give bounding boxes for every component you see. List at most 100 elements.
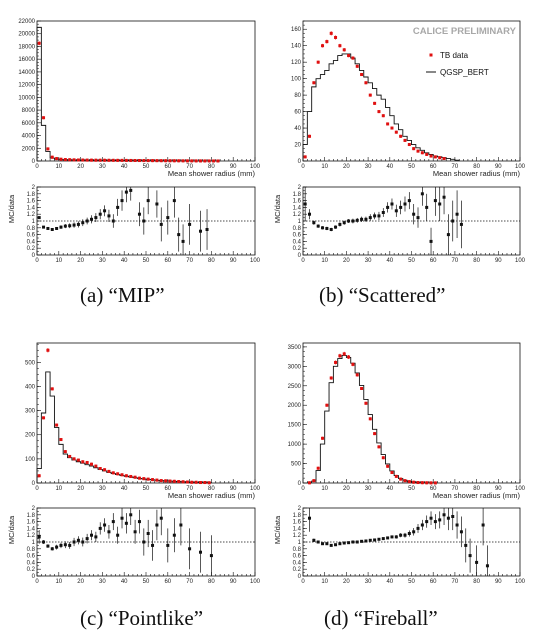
ratio-b-point — [412, 212, 416, 216]
ratio-b-point — [312, 221, 316, 225]
point-a-tb-data — [103, 158, 107, 162]
main-b-xtick-label: 40 — [386, 164, 393, 170]
point-d-tb-data — [368, 417, 372, 421]
point-c-tb-data — [177, 480, 181, 484]
point-d-tb-data — [325, 403, 329, 407]
point-a-tb-data — [172, 159, 176, 163]
point-b-tb-data — [438, 156, 442, 160]
point-a-tb-data — [181, 159, 185, 163]
point-d-tb-data — [351, 362, 355, 366]
ratio-d-point — [481, 523, 485, 527]
main-a-xtick-label: 20 — [77, 164, 84, 170]
ratio-a-point — [85, 219, 89, 223]
ratio-c-xtick-label: 10 — [55, 579, 62, 585]
panel-a: 0 10 20 30 40 50 60 70 80 90 100020004000600080001… — [7, 19, 261, 264]
point-b-tb-data — [355, 64, 359, 68]
ratio-b-xtick-label: 70 — [452, 258, 459, 264]
ratio-c-ytick-label: 0.4 — [27, 560, 36, 566]
point-a-tb-data — [59, 157, 63, 161]
point-d-tb-data — [433, 481, 437, 485]
point-a-tb-data — [98, 158, 102, 162]
ratio-c-point — [37, 535, 41, 539]
ratio-b-point — [390, 202, 394, 206]
ratio-c-point — [146, 532, 150, 535]
point-a-tb-data — [142, 159, 146, 163]
point-b-tb-data — [316, 60, 320, 64]
ratio-a-point — [120, 199, 124, 203]
point-a-tb-data — [155, 159, 159, 163]
ratio-b-ytick-label: 0 — [298, 253, 302, 259]
point-d-tb-data — [425, 481, 429, 485]
point-c-tb-data — [133, 475, 137, 479]
ratio-b-point — [338, 222, 342, 226]
point-b-tb-data — [308, 134, 312, 138]
point-d-tb-data — [412, 480, 416, 484]
ratio-c-point — [179, 523, 183, 527]
ratio-b-point — [442, 195, 446, 199]
ratio-d-point — [412, 530, 416, 534]
ratio-a-ytick-label: 0.8 — [27, 226, 36, 232]
ratio-c-point — [63, 543, 67, 547]
main-d-xtick-label: 10 — [321, 486, 328, 492]
ratio-d-point — [416, 526, 420, 530]
ratio-b-ytick-label: 1 — [298, 219, 302, 225]
main-a-ytick-label: 18000 — [18, 44, 35, 50]
ratio-c-point — [68, 543, 72, 547]
point-b-tb-data — [334, 35, 338, 39]
main-c-xtick-label: 60 — [164, 486, 171, 492]
ratio-c-point — [155, 523, 159, 527]
ratio-a-xtick-label: 70 — [186, 258, 193, 264]
ratio-b-ytick-label: 0.8 — [293, 226, 302, 232]
main-a-xtick-label: 40 — [121, 164, 128, 170]
ratio-d-point — [485, 564, 489, 568]
ratio-b-point — [381, 211, 385, 214]
legend-label-qgsp-bert: QGSP_BERT — [440, 68, 489, 77]
ratio-c-point — [111, 520, 115, 524]
point-d-tb-data — [373, 432, 377, 436]
ratio-c-point — [85, 537, 89, 541]
main-d-ytick-label: 1000 — [288, 442, 302, 448]
xlabel-c: Mean shower radius (mm) — [168, 491, 256, 500]
point-c-tb-data — [46, 348, 50, 352]
ratio-c-point — [199, 550, 202, 554]
annotation-b: CALICE PRELIMINARY — [413, 26, 517, 37]
ratio-a-point — [188, 222, 192, 226]
ratio-a-point — [55, 226, 59, 230]
main-b-ytick-label: 80 — [294, 93, 301, 99]
ratio-a-point — [124, 190, 128, 194]
ratio-d-ytick-label: 1.4 — [293, 526, 302, 532]
point-a-tb-data — [116, 158, 120, 162]
ratio-a-xtick-label: 20 — [77, 258, 84, 264]
ratio-d-point — [407, 532, 411, 535]
ratio-ylabel-c: MC/data — [7, 515, 16, 544]
main-b-ytick-label: 0 — [298, 159, 302, 165]
point-c-tb-data — [164, 479, 168, 483]
ratio-a-point — [181, 239, 185, 243]
ratio-c-point — [46, 544, 50, 548]
point-c-tb-data — [50, 387, 54, 391]
ratio-b-point — [321, 226, 325, 230]
main-c-xtick-label: 100 — [250, 486, 261, 492]
ratio-d-point — [455, 523, 459, 527]
ratio-d-point — [459, 530, 463, 534]
point-b-tb-data — [312, 81, 316, 85]
ratio-d-point — [360, 539, 364, 543]
ratio-d-point — [347, 541, 351, 545]
ratio-d-point — [355, 540, 359, 544]
point-b-tb-data — [390, 126, 394, 130]
ratio-a-point — [116, 205, 120, 209]
ratio-b-point — [308, 212, 312, 216]
point-a-tb-data — [72, 158, 76, 162]
ratio-b-xtick-label: 30 — [365, 258, 372, 264]
main-c-ytick-label: 500 — [25, 360, 36, 366]
point-d-tb-data — [321, 436, 325, 440]
point-c-tb-data — [37, 474, 41, 478]
ratio-c-point — [166, 543, 170, 547]
ratio-d-ytick-label: 1 — [298, 540, 302, 546]
ratio-a-ytick-label: 0.6 — [27, 233, 36, 239]
main-b-xtick-label: 60 — [430, 164, 437, 170]
point-a-tb-data — [46, 147, 50, 151]
ratio-c-point — [81, 540, 85, 544]
ratio-c-ytick-label: 1.8 — [27, 513, 36, 519]
point-c-tb-data — [124, 474, 128, 478]
